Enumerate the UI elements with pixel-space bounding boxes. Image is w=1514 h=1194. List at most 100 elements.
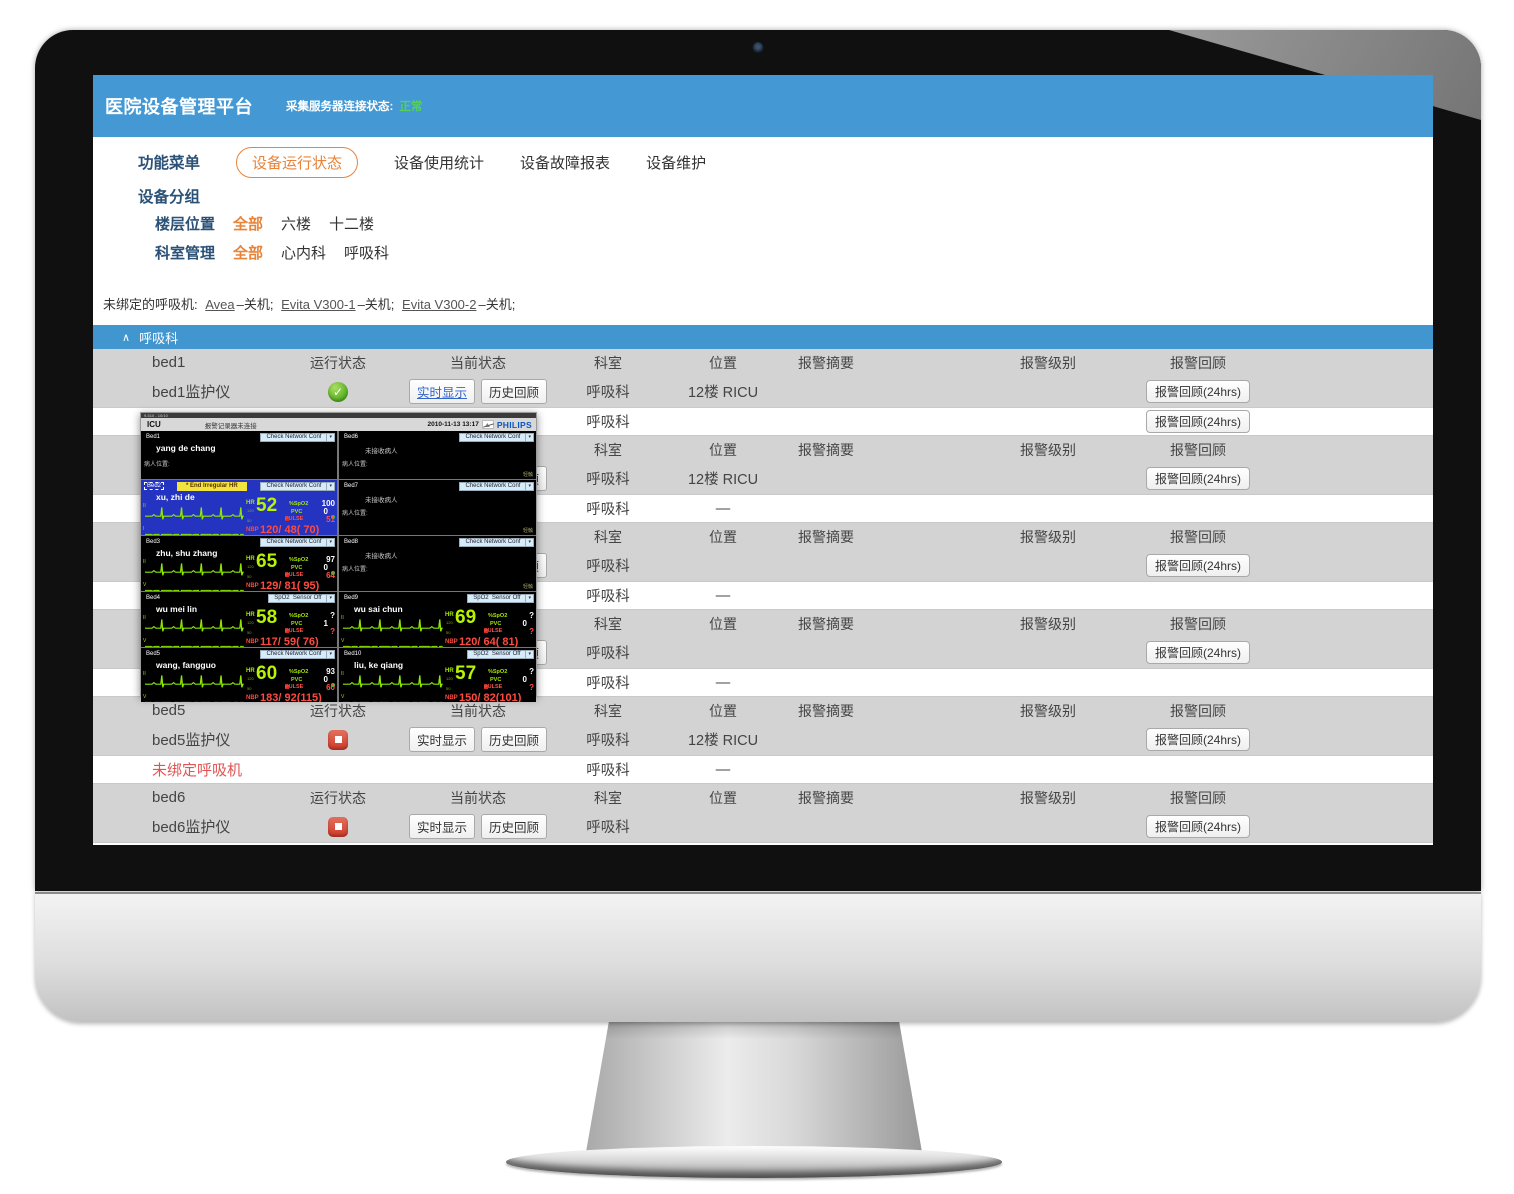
nbp-value: 120/ 48( 70) <box>260 524 320 535</box>
page-title: 医院设备管理平台 <box>105 97 253 117</box>
monitor-bed-tile[interactable]: Bed3 Check Network Conf zhu, shu zhang I… <box>141 536 337 591</box>
monitor-bed-tile[interactable]: Bed1 Check Network Conf yang de chang 病人… <box>141 431 337 479</box>
tile-dropdown[interactable]: Check Network Conf <box>459 537 534 547</box>
ecg-wave-bottom <box>145 645 244 647</box>
alarm-review-button[interactable]: 报警回顾(24hrs) <box>1145 728 1250 751</box>
monitor-bed-tile[interactable]: Bed10 SpO2 Sensor Off liu, ke qiang II V <box>339 648 536 702</box>
filter-floor-12[interactable]: 十二楼 <box>329 216 375 233</box>
monitor-bed-tile[interactable]: Bed7 Check Network Conf 未接收病人 病人位置: 轻触 <box>339 480 536 535</box>
alarm-review-button[interactable]: 报警回顾(24hrs) <box>1145 380 1250 403</box>
col-alarm-level: 报警级别 <box>1020 441 1076 458</box>
filter-floor-all[interactable]: 全部 <box>233 216 264 233</box>
col-location: 位置 <box>709 354 737 371</box>
monitor-unit-label: ICU <box>147 420 161 429</box>
monitor-bed-tile[interactable]: Bed8 Check Network Conf 未接收病人 病人位置: 轻触 <box>339 536 536 591</box>
tile-dropdown-label: Check Network Conf <box>266 539 322 545</box>
filter-dept-cardiology[interactable]: 心内科 <box>281 245 327 262</box>
history-review-button[interactable]: 历史回顾 <box>481 727 548 752</box>
col-alarm-review: 报警回顾 <box>1170 702 1226 719</box>
sub-device-name: 未绑定呼吸机 <box>152 762 243 779</box>
tile-bed-id: Bed6 <box>344 434 359 440</box>
tile-dropdown[interactable]: SpO2 Sensor Off <box>467 593 534 603</box>
lead-label: V <box>143 638 147 644</box>
tab-device-fault-report[interactable]: 设备故障报表 <box>520 154 611 172</box>
monitor-bed-tile[interactable]: Bed2 * End Irregular HR Check Network Co… <box>141 480 337 535</box>
col-dept: 科室 <box>594 702 622 719</box>
pulse-value: 60 <box>326 683 335 692</box>
ecg-wave-top <box>145 563 244 576</box>
tile-bed-id: Bed1 <box>146 434 161 440</box>
history-review-button[interactable]: 历史回顾 <box>481 814 548 839</box>
alarm-box-icon <box>484 629 488 633</box>
monitor-bed-tile[interactable]: Bed4 SpO2 Sensor Off wu mei lin II V <box>141 592 337 647</box>
tile-dropdown[interactable]: Check Network Conf <box>260 649 335 659</box>
monitor-bed-tile[interactable]: Bed6 Check Network Conf 未接收病人 病人位置: 轻触 <box>339 431 536 479</box>
patient-location-label: 病人位置: <box>342 567 368 573</box>
ecg-waveforms: II V <box>141 667 245 702</box>
unbound-link-evita-v300-1[interactable]: Evita V300-1 <box>281 297 356 312</box>
dept-cell: 呼吸科 <box>586 820 630 836</box>
live-view-button[interactable]: 实时显示 <box>408 379 475 404</box>
dropdown-arrow-icon <box>326 482 334 490</box>
alarm-review-button[interactable]: 报警回顾(24hrs) <box>1145 815 1250 838</box>
col-location: 位置 <box>709 615 737 632</box>
alarm-silenced-icon <box>481 420 494 429</box>
ecg-wave-bottom <box>343 701 443 702</box>
tile-dropdown[interactable]: SpO2 Sensor Off <box>467 649 534 659</box>
spo2-label: %SpO2 <box>488 669 508 675</box>
dropdown-arrow-icon <box>525 650 533 658</box>
tab-device-usage-stats[interactable]: 设备使用统计 <box>394 154 485 172</box>
tile-dropdown[interactable]: Check Network Conf <box>459 432 534 442</box>
hr-limit-high: 120 <box>446 620 453 625</box>
patient-location-label: 病人位置: <box>144 462 170 468</box>
unbound-link-avea[interactable]: Avea <box>205 297 235 312</box>
tile-bed-id: Bed10 <box>344 651 362 657</box>
spo2-indicator-dot <box>331 571 335 575</box>
tile-bed-id: Bed9 <box>344 595 359 601</box>
alarm-review-button[interactable]: 报警回顾(24hrs) <box>1145 554 1250 577</box>
collapse-icon[interactable] <box>122 331 130 344</box>
unbound-ventilators-line: 未绑定的呼吸机: Avea –关机; Evita V300-1 –关机; Evita… <box>103 294 515 313</box>
col-dept: 科室 <box>594 528 622 545</box>
popup-window-title: 9-510 - 10/10 <box>141 413 536 418</box>
dept-cell: 呼吸科 <box>586 472 630 488</box>
tile-dropdown[interactable]: Check Network Conf <box>260 481 335 491</box>
filter-floor-6[interactable]: 六楼 <box>281 216 312 233</box>
spo2-value: 100 <box>321 499 335 508</box>
alarm-box-icon <box>285 629 289 633</box>
monitor-bed-tile[interactable]: Bed5 Check Network Conf wang, fangguo II… <box>141 648 337 702</box>
pvc-label: PVC <box>291 509 303 515</box>
tab-device-run-status[interactable]: 设备运行状态 <box>236 146 359 178</box>
tile-dropdown[interactable]: Check Network Conf <box>260 432 335 442</box>
filter-dept-all[interactable]: 全部 <box>233 245 264 262</box>
monitor-bed-tile[interactable]: Bed9 SpO2 Sensor Off wu sai chun II V <box>339 592 536 647</box>
alarm-review-button[interactable]: 报警回顾(24hrs) <box>1145 467 1250 490</box>
tile-dropdown[interactable]: Check Network Conf <box>459 481 534 491</box>
section-bar-respiratory[interactable]: 呼吸科 <box>93 325 1433 349</box>
unbound-link-evita-v300-2[interactable]: Evita V300-2 <box>402 297 477 312</box>
alarm-review-button[interactable]: 报警回顾(24hrs) <box>1145 641 1250 664</box>
col-alarm-level: 报警级别 <box>1020 615 1076 632</box>
group-header-row: bed1 运行状态 当前状态 科室 位置 报警摘要 报警级别 报警回顾 <box>93 349 1433 376</box>
location-cell: — <box>715 674 731 691</box>
tile-dropdown[interactable]: SpO2 Sensor Off <box>268 593 335 603</box>
monitor-device-row: bed5监护仪 实时显示 历史回顾 呼吸科 12楼 RICU 报警回顾(24hr… <box>93 724 1433 755</box>
col-current-status: 当前状态 <box>450 702 506 719</box>
monitor-device-row: bed1监护仪 实时显示 历史回顾 呼吸科 12楼 RICU 报警回顾(24hr… <box>93 376 1433 407</box>
tile-corner-label: 轻触 <box>522 584 533 590</box>
live-view-button[interactable]: 实时显示 <box>408 727 475 752</box>
spo2-label: %SpO2 <box>289 669 309 675</box>
filter-dept-respiratory[interactable]: 呼吸科 <box>344 245 390 262</box>
live-view-button[interactable]: 实时显示 <box>408 814 475 839</box>
col-alarm-summary: 报警摘要 <box>798 354 854 371</box>
spo2-label: %SpO2 <box>289 501 309 507</box>
webcam-dot <box>752 42 764 54</box>
alarm-review-button[interactable]: 报警回顾(24hrs) <box>1145 410 1250 433</box>
history-review-button[interactable]: 历史回顾 <box>481 379 548 404</box>
tab-device-maintenance[interactable]: 设备维护 <box>646 154 707 172</box>
alarm-box-icon <box>285 685 289 689</box>
tile-dropdown[interactable]: Check Network Conf <box>260 537 335 547</box>
hr-label: HR <box>246 500 255 506</box>
pulse-label: PULSE <box>484 628 503 634</box>
pvc-value: 0 <box>323 675 328 684</box>
